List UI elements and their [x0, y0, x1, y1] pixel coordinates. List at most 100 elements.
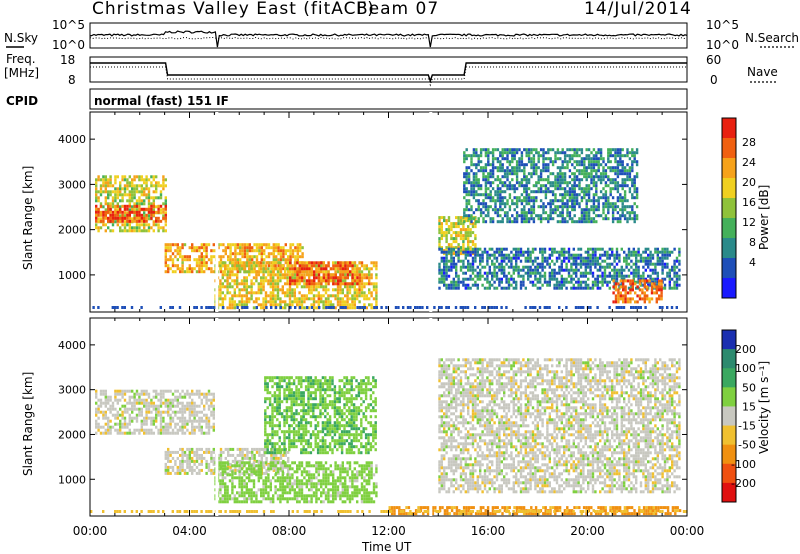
scatter-cell — [599, 214, 603, 218]
scatter-cell — [262, 270, 265, 274]
scatter-cell — [579, 274, 583, 278]
scatter-cell — [198, 255, 201, 259]
scatter-cell — [135, 413, 139, 417]
scatter-cell — [465, 190, 468, 194]
scatter-cell — [368, 267, 371, 271]
scatter-cell — [609, 148, 612, 152]
scatter-cell — [596, 256, 599, 260]
scatter-cell — [191, 249, 194, 253]
scatter-cell — [532, 154, 536, 158]
scatter-cell — [612, 300, 615, 304]
scatter-cell — [291, 291, 294, 295]
scatter-cell — [219, 267, 222, 271]
scatter-cell — [119, 431, 122, 435]
scatter-cell — [455, 231, 458, 235]
scatter-cell — [174, 459, 177, 463]
scatter-cell — [592, 163, 596, 167]
scatter-cell — [619, 193, 622, 197]
scatter-cell — [476, 253, 479, 257]
scatter-cell — [635, 151, 639, 155]
scatter-cell — [561, 181, 564, 185]
scatter-cell — [131, 226, 134, 230]
scatter-cell — [147, 207, 151, 211]
scatter-cell — [181, 462, 184, 466]
scatter-cell — [164, 453, 167, 457]
scatter-cell — [613, 283, 616, 287]
scatter-cell — [231, 267, 234, 271]
scatter-cell — [463, 184, 466, 188]
scatter-cell — [506, 214, 509, 218]
scatter-cell — [445, 274, 448, 278]
scatter-cell — [475, 208, 478, 212]
scatter-cell — [616, 217, 620, 221]
scatter-cell — [243, 264, 246, 268]
scatter-cell — [518, 166, 521, 170]
scatter-cell — [484, 190, 488, 194]
scatter-cell — [631, 178, 634, 182]
scatter-cell — [604, 199, 608, 203]
scatter-cell — [467, 202, 471, 206]
scatter-cell — [558, 268, 561, 272]
scatter-cell — [186, 392, 189, 396]
scatter-cell — [618, 274, 621, 278]
scatter-cell — [616, 148, 620, 152]
scatter-cell — [499, 193, 502, 197]
scatter-cell — [270, 252, 273, 256]
scatter-cell — [322, 261, 325, 265]
scatter-cell — [219, 279, 222, 283]
scatter-cell — [561, 202, 564, 206]
scatter-cell — [520, 157, 524, 161]
scatter-cell — [298, 297, 301, 301]
scatter-cell — [583, 163, 586, 167]
scatter-cell — [164, 219, 167, 223]
scatter-cell — [272, 249, 275, 253]
scatter-cell — [346, 261, 349, 265]
scatter-cell — [663, 277, 667, 281]
scatter-cell — [241, 249, 244, 253]
scatter-cell — [559, 199, 562, 203]
scatter-cell — [248, 243, 251, 247]
scatter-cell — [107, 190, 110, 194]
scatter-cell — [496, 157, 500, 161]
scatter-cell — [559, 220, 562, 224]
scatter-cell — [467, 250, 470, 254]
scatter-cell — [467, 246, 470, 250]
scatter-cell — [503, 274, 506, 278]
scatter-cell — [150, 204, 153, 208]
scatter-cell — [618, 286, 621, 290]
scatter-cell — [210, 450, 213, 454]
scatter-cell — [123, 410, 127, 414]
scatter-cell — [107, 398, 110, 402]
scatter-cell — [102, 413, 105, 417]
scatter-cell — [296, 258, 299, 262]
scatter-cell — [221, 300, 224, 304]
scatter-cell — [590, 151, 593, 155]
scatter-cell — [284, 282, 287, 286]
scatter-cell — [551, 172, 555, 176]
scatter-cell — [491, 220, 495, 224]
scatter-cell — [604, 205, 608, 209]
scatter-cell — [518, 214, 521, 218]
scatter-cell — [498, 283, 501, 287]
scatter-cell — [551, 274, 554, 278]
scatter-cell — [181, 389, 184, 393]
scatter-cell — [604, 193, 608, 197]
scatter-cell — [651, 256, 655, 260]
scatter-cell — [193, 392, 196, 396]
scatter-cell — [583, 211, 586, 215]
scatter-cell — [238, 291, 241, 295]
scatter-cell — [121, 392, 124, 396]
scatter-cell — [152, 184, 155, 188]
scatter-cell — [305, 273, 309, 277]
scatter-cell — [623, 178, 627, 182]
scatter-cell — [186, 407, 189, 411]
scatter-cell — [559, 193, 562, 197]
scatter-cell — [532, 202, 536, 206]
scatter-cell — [599, 190, 603, 194]
scatter-cell — [135, 199, 139, 203]
scatter-cell — [258, 249, 261, 253]
scatter-cell — [515, 220, 519, 224]
scatter-cell — [474, 259, 477, 263]
scatter-cell — [590, 172, 593, 176]
scatter-cell — [210, 425, 213, 429]
